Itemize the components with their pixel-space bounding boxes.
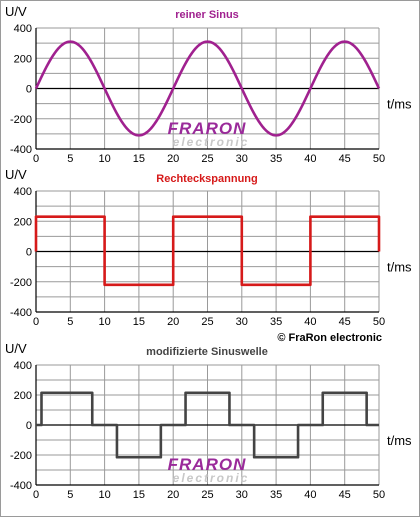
y-tick-label: -400 [10,307,32,319]
x-tick-label: 30 [236,489,248,501]
x-tick-label: 10 [98,489,110,501]
y-tick-label: -200 [10,277,32,289]
x-tick-label: 0 [33,489,39,501]
series-line [34,215,381,287]
y-axis-label: U/V [5,341,27,356]
y-tick-label: 400 [14,186,32,198]
x-tick-label: 25 [201,316,213,328]
y-axis-label: U/V [5,167,27,182]
y-tick-label: 200 [14,216,32,228]
x-tick-label: 45 [339,153,351,165]
x-tick-label: 50 [373,153,385,165]
x-tick-label: 35 [270,316,282,328]
x-tick-label: 20 [167,489,179,501]
x-tick-label: 15 [133,316,145,328]
x-axis-label: t/ms [387,260,412,275]
x-tick-label: 25 [201,489,213,501]
y-tick-label: 400 [14,23,32,35]
y-tick-label: 200 [14,390,32,402]
x-tick-label: 45 [339,316,351,328]
y-tick-label: -400 [10,144,32,156]
x-tick-label: 10 [98,316,110,328]
y-tick-label: 200 [14,53,32,65]
chart-title: modifizierte Sinuswelle [146,346,268,358]
x-tick-label: 50 [373,316,385,328]
chart-title: reiner Sinus [175,9,239,21]
logo-sub: electronic [173,471,250,485]
x-tick-label: 45 [339,489,351,501]
y-tick-label: -200 [10,450,32,462]
x-tick-label: 0 [33,153,39,165]
x-tick-label: 30 [236,316,248,328]
x-tick-label: 30 [236,153,248,165]
x-tick-label: 5 [67,316,73,328]
y-tick-label: 400 [14,360,32,372]
x-tick-label: 15 [133,489,145,501]
y-tick-label: 0 [26,84,32,96]
x-tick-label: 25 [201,153,213,165]
x-tick-label: 15 [133,153,145,165]
x-tick-label: 35 [270,153,282,165]
y-tick-label: -200 [10,114,32,126]
x-tick-label: 50 [373,489,385,501]
series-line [34,40,381,137]
x-tick-label: 5 [67,153,73,165]
x-tick-label: 40 [304,489,316,501]
y-tick-label: 0 [26,247,32,259]
x-tick-label: 40 [304,153,316,165]
x-tick-label: 20 [167,153,179,165]
x-tick-label: 10 [98,153,110,165]
x-tick-label: 5 [67,489,73,501]
x-tick-label: 0 [33,316,39,328]
x-tick-label: 35 [270,489,282,501]
copyright-note: © FraRon electronic [277,332,382,344]
y-axis-label: U/V [5,4,27,19]
x-tick-label: 40 [304,316,316,328]
y-tick-label: 0 [26,420,32,432]
y-tick-label: -400 [10,480,32,492]
logo-word: FRARON [168,119,247,138]
series-line [36,391,379,459]
x-axis-label: t/ms [387,433,412,448]
logo-sub: electronic [173,135,250,149]
chart-title: Rechteckspannung [156,173,257,185]
x-axis-label: t/ms [387,97,412,112]
x-tick-label: 20 [167,316,179,328]
logo-word: FRARON [168,455,247,474]
